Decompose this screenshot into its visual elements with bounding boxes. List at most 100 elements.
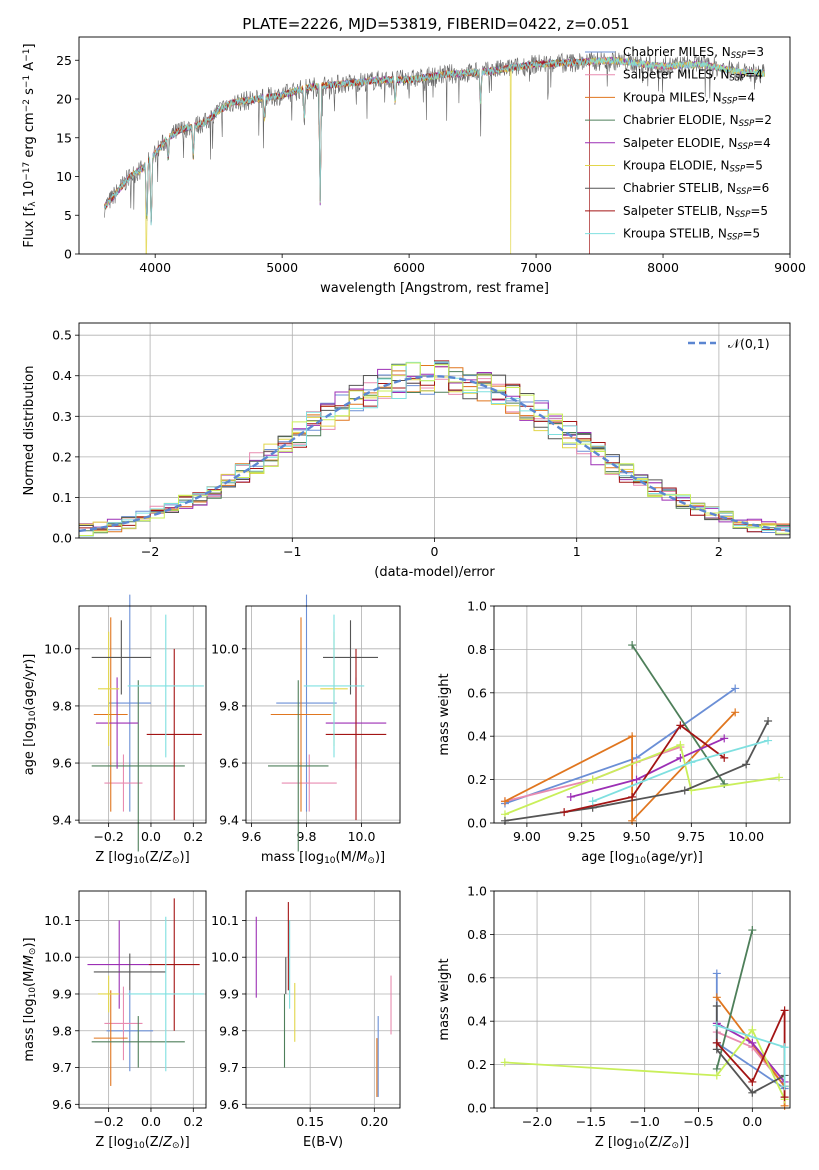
- x-tick-label: 0.2: [183, 1114, 203, 1129]
- weight-marker: [560, 808, 569, 817]
- label-part: mass [: [22, 1018, 37, 1061]
- spectrum-line-kroupa-stelib: [104, 56, 765, 226]
- y-tick-label: 0.0: [52, 531, 72, 546]
- label-part: (Z/: [644, 1135, 663, 1150]
- weight-marker: [748, 1038, 757, 1047]
- weight-marker: [731, 708, 740, 717]
- x-tick-label: 0.20: [360, 1114, 388, 1129]
- x-tick-label: 0.2: [183, 829, 203, 844]
- y-tick-label: 0.3: [52, 409, 72, 424]
- x-tick-label: 1: [573, 544, 581, 559]
- y-tick-label: 0.0: [467, 1101, 487, 1116]
- label-part: log: [22, 998, 37, 1018]
- weight-marker: [780, 1006, 789, 1015]
- label-part: mass weight: [437, 673, 452, 755]
- label-part: Z: [162, 1135, 173, 1150]
- axes-frame: [78, 890, 207, 1109]
- label-part: (M/: [336, 850, 357, 865]
- residuals-panel: −2 −1 0 1 2 0.0 0.1 0.2 0.3 0.4 0.5 𝒩(0,1): [52, 322, 791, 559]
- x-tick-label: −1.5: [576, 1114, 606, 1129]
- x-tick-label: 9.50: [623, 829, 651, 844]
- axes-frame: [78, 322, 791, 539]
- x-tick-label: −1.0: [630, 1114, 660, 1129]
- y-tick-label: 10.1: [44, 913, 72, 928]
- weight-line-kroupa-miles: [504, 711, 736, 824]
- weight-marker: [566, 792, 575, 801]
- label-part: age [: [581, 850, 614, 865]
- weight-marker: [588, 775, 597, 784]
- weight-line-chabrier-elodie: [631, 644, 725, 785]
- weight-line-chabrier-elodie: [715, 929, 754, 1070]
- legend-label: Salpeter ELODIE, NSSP=4: [623, 136, 771, 152]
- x-tick-label: 0.0: [742, 1114, 762, 1129]
- label-part: (age/yr)]: [646, 850, 703, 865]
- legend-value: =4: [745, 68, 763, 82]
- y-tick-label: 0.4: [52, 368, 72, 383]
- x-tick-label: 2: [715, 544, 723, 559]
- weight-marker: [764, 717, 773, 726]
- y-tick-label: 10: [56, 169, 72, 184]
- axes-frame: [245, 890, 401, 1109]
- label-part: (age/yr)]: [22, 654, 37, 711]
- axes-frame: [493, 605, 791, 824]
- y-tick-label: 10.0: [44, 641, 72, 656]
- x-tick-label: 10.00: [728, 829, 764, 844]
- label-part: log: [113, 850, 133, 865]
- label-part: M: [22, 955, 37, 966]
- x-axis-label: (data-model)/error: [374, 565, 495, 580]
- label-part: Z [: [95, 1135, 113, 1150]
- weight-marker: [748, 926, 757, 935]
- x-axis-label: E(B-V): [303, 1135, 343, 1150]
- label-part: −2: [22, 99, 32, 112]
- weight-marker: [632, 775, 641, 784]
- y-axis-label: age [log10(age/yr)]: [22, 654, 38, 776]
- weight-marker: [748, 1077, 757, 1086]
- spectrum-line-salpeter-stelib: [104, 58, 590, 254]
- y-tick-label: 9.6: [52, 756, 72, 771]
- legend-sub: SSP: [739, 119, 755, 129]
- y-tick-label: 9.6: [219, 1097, 239, 1112]
- weight-marker: [712, 1021, 721, 1030]
- y-tick-label: 9.9: [219, 986, 239, 1001]
- label-part: Z: [662, 1135, 673, 1150]
- weight-marker: [720, 753, 729, 762]
- axes-frame: [78, 36, 791, 255]
- legend-sub: SSP: [737, 142, 753, 152]
- label-part: f: [22, 206, 37, 211]
- y-tick-label: 9.4: [52, 813, 72, 828]
- label-part: log: [304, 850, 324, 865]
- weight-marker: [712, 993, 721, 1002]
- y-tick-label: 0.2: [52, 449, 72, 464]
- axes-frame: [78, 605, 207, 824]
- legend-label: Salpeter MILES, NSSP=4: [623, 68, 763, 84]
- label-part: ]: [22, 43, 37, 48]
- y-tick-label: 15: [56, 130, 72, 145]
- y-axis-label: Normed distribution: [22, 366, 37, 496]
- legend-value: =5: [745, 159, 763, 173]
- x-tick-label: −2.0: [522, 1114, 552, 1129]
- weight-line-salpeter-stelib: [716, 1010, 786, 1098]
- label-part: s: [22, 88, 37, 99]
- x-tick-label: −0.5: [683, 1114, 713, 1129]
- weight-marker: [712, 1002, 721, 1011]
- y-tick-label: 0.5: [52, 328, 72, 343]
- figure-title: PLATE=2226, MJD=53819, FIBERID=0422, z=0…: [242, 15, 629, 33]
- label-part: )]: [180, 850, 190, 865]
- weight-line-salpeter-stelib: [564, 724, 725, 813]
- y-tick-label: 9.8: [52, 698, 72, 713]
- y-tick-label: 0.8: [467, 642, 487, 657]
- normal-curve: [78, 374, 791, 533]
- label-part: log: [613, 1135, 633, 1150]
- label-part: λ: [28, 201, 38, 207]
- x-tick-label: 9.25: [568, 829, 596, 844]
- weight-marker: [628, 732, 637, 741]
- label-part: log: [22, 722, 37, 742]
- axes-frame: [245, 605, 401, 824]
- y-tick-label: 1.0: [467, 599, 487, 614]
- label-part: )]: [375, 850, 385, 865]
- x-tick-label: 4000: [139, 260, 171, 275]
- label-part: 10: [22, 181, 37, 202]
- weight-line-kroupa-elodie: [504, 1028, 786, 1100]
- label-part: age [: [22, 742, 37, 775]
- y-tick-label: 0: [64, 247, 72, 262]
